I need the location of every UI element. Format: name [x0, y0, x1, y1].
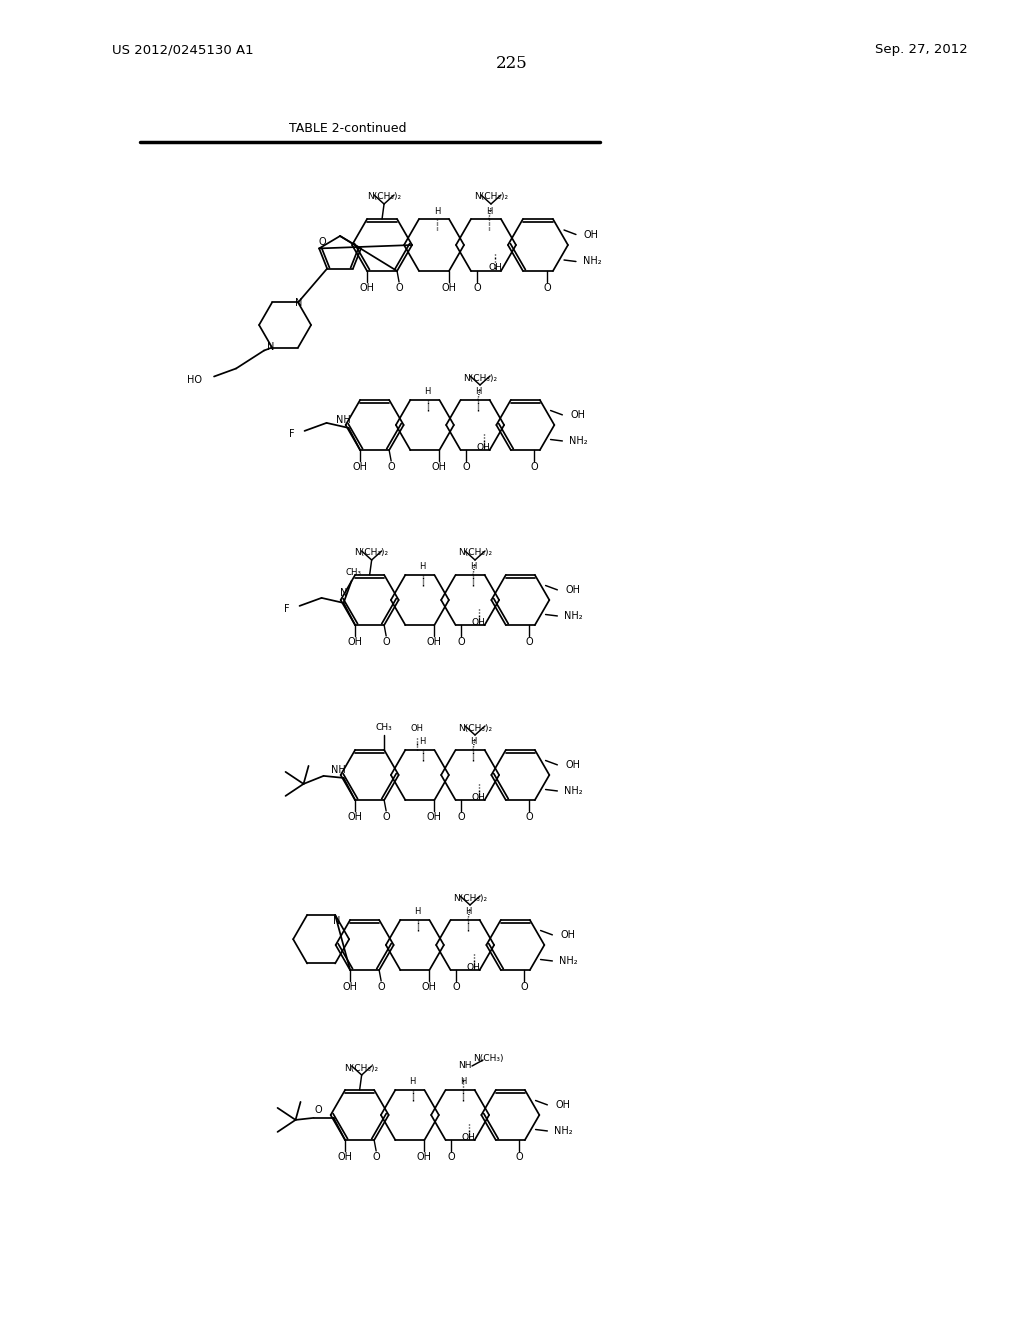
Text: OH: OH [472, 793, 485, 803]
Text: NH: NH [336, 414, 351, 425]
Text: H: H [465, 907, 471, 916]
Text: H: H [434, 206, 440, 215]
Text: NH: NH [331, 764, 346, 775]
Text: O: O [318, 238, 326, 247]
Text: O: O [382, 638, 390, 647]
Text: O: O [377, 982, 385, 993]
Text: N(CH₃)₂: N(CH₃)₂ [458, 723, 493, 733]
Text: N(CH₃)₂: N(CH₃)₂ [367, 193, 401, 202]
Text: H: H [470, 738, 476, 746]
Text: H: H [475, 387, 481, 396]
Text: OH: OH [359, 282, 375, 293]
Text: NH₂: NH₂ [564, 785, 583, 796]
Text: 225: 225 [496, 54, 528, 71]
Text: OH: OH [352, 462, 368, 473]
Text: O: O [447, 1152, 456, 1162]
Text: OH: OH [570, 409, 586, 420]
Text: O: O [530, 462, 538, 473]
Text: H: H [410, 1077, 416, 1086]
Text: N(CH₃)₂: N(CH₃)₂ [463, 374, 497, 383]
Text: O: O [314, 1105, 323, 1115]
Text: US 2012/0245130 A1: US 2012/0245130 A1 [112, 44, 254, 57]
Text: OH: OH [432, 462, 446, 473]
Text: O: O [458, 638, 465, 647]
Text: HO: HO [187, 375, 202, 384]
Text: N: N [340, 587, 347, 598]
Text: H: H [470, 562, 476, 572]
Text: O: O [525, 638, 532, 647]
Text: CH₃: CH₃ [345, 569, 361, 577]
Text: OH: OH [565, 585, 581, 595]
Text: N: N [295, 298, 303, 308]
Text: H: H [460, 1077, 466, 1086]
Text: OH: OH [441, 282, 457, 293]
Text: Sep. 27, 2012: Sep. 27, 2012 [874, 44, 968, 57]
Text: TABLE 2-continued: TABLE 2-continued [289, 121, 407, 135]
Text: CH₃: CH₃ [376, 723, 392, 733]
Text: OH: OH [411, 725, 424, 733]
Text: OH: OH [584, 230, 599, 239]
Text: N(CH₃)₂: N(CH₃)₂ [354, 549, 389, 557]
Text: NH₂: NH₂ [569, 436, 588, 446]
Text: O: O [515, 1152, 523, 1162]
Text: OH: OH [472, 618, 485, 627]
Text: OH: OH [565, 760, 581, 770]
Text: OH: OH [417, 1152, 432, 1162]
Text: OH: OH [555, 1100, 570, 1110]
Text: NH₂: NH₂ [583, 256, 601, 267]
Text: O: O [520, 982, 527, 993]
Text: O: O [373, 1152, 380, 1162]
Text: OH: OH [427, 638, 442, 647]
Text: H: H [415, 907, 421, 916]
Text: OH: OH [488, 264, 502, 272]
Text: F: F [284, 605, 290, 614]
Text: OH: OH [427, 812, 442, 822]
Text: OH: OH [462, 1133, 476, 1142]
Text: OH: OH [348, 812, 362, 822]
Text: N: N [267, 342, 274, 352]
Text: F: F [289, 429, 295, 438]
Text: NH: NH [459, 1061, 472, 1071]
Text: NH₂: NH₂ [564, 611, 583, 620]
Text: OH: OH [348, 638, 362, 647]
Text: O: O [525, 812, 532, 822]
Text: O: O [382, 812, 390, 822]
Text: H: H [425, 387, 431, 396]
Text: N(CH₃)₂: N(CH₃)₂ [474, 193, 508, 202]
Text: O: O [543, 282, 551, 293]
Text: N(CH₃)₂: N(CH₃)₂ [345, 1064, 379, 1072]
Text: H: H [420, 738, 426, 746]
Text: H: H [485, 206, 493, 215]
Text: N(CH₃)₂: N(CH₃)₂ [453, 894, 487, 903]
Text: OH: OH [467, 964, 480, 972]
Text: N: N [334, 916, 341, 927]
Text: O: O [387, 462, 395, 473]
Text: O: O [453, 982, 460, 993]
Text: N(CH₃)₂: N(CH₃)₂ [458, 549, 493, 557]
Text: N(CH₃): N(CH₃) [473, 1053, 503, 1063]
Text: O: O [473, 282, 481, 293]
Text: O: O [395, 282, 402, 293]
Text: OH: OH [343, 982, 357, 993]
Text: OH: OH [560, 929, 575, 940]
Text: H: H [420, 562, 426, 572]
Text: OH: OH [422, 982, 437, 993]
Text: O: O [463, 462, 470, 473]
Text: OH: OH [477, 444, 490, 451]
Text: NH₂: NH₂ [554, 1126, 573, 1137]
Text: NH₂: NH₂ [559, 956, 578, 966]
Text: O: O [458, 812, 465, 822]
Text: OH: OH [338, 1152, 352, 1162]
